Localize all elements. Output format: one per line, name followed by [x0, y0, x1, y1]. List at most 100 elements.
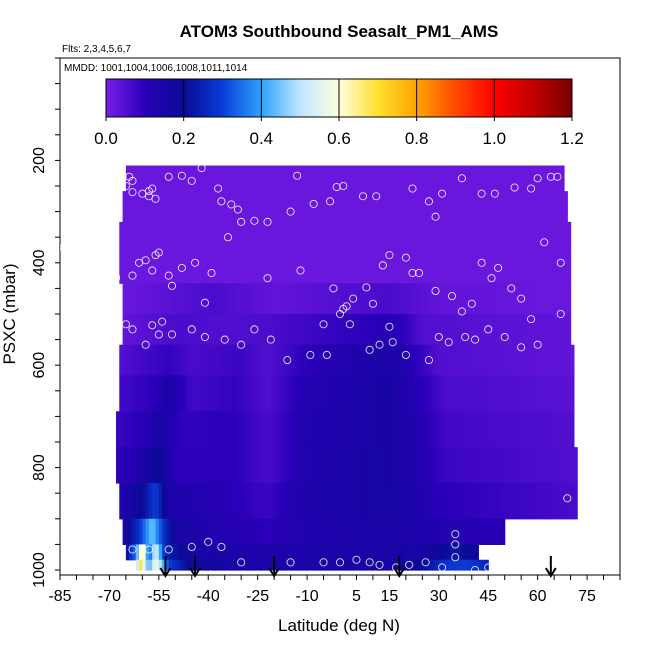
heatmap-cell — [425, 314, 430, 346]
heatmap-cell — [379, 411, 384, 448]
heatmap-cell — [125, 375, 130, 412]
heatmap-cell — [392, 447, 397, 484]
heatmap-cell — [152, 191, 157, 223]
heatmap-cell — [297, 252, 302, 284]
heatmap-cell — [165, 165, 170, 192]
heatmap-cell — [145, 221, 150, 254]
heatmap-cell — [432, 518, 437, 545]
heatmap-cell — [340, 544, 344, 561]
heatmap-cell — [409, 447, 414, 484]
heatmap-cell — [313, 447, 318, 484]
heatmap-cell — [517, 411, 522, 448]
heatmap-cell — [264, 375, 269, 412]
heatmap-cell — [514, 221, 519, 254]
heatmap-cell — [293, 221, 298, 254]
heatmap-cell — [297, 411, 302, 448]
heatmap-cell — [185, 252, 190, 284]
heatmap-cell — [343, 283, 348, 315]
heatmap-cell — [336, 314, 341, 346]
heatmap-cell — [438, 191, 443, 223]
sample-point — [533, 174, 542, 183]
heatmap-cell — [438, 518, 443, 545]
heatmap-cell — [300, 544, 305, 561]
heatmap-cell — [382, 518, 387, 545]
heatmap-cell — [442, 518, 447, 545]
heatmap-cell — [277, 252, 282, 284]
heatmap-cell — [175, 559, 180, 571]
heatmap-cell — [336, 221, 341, 254]
heatmap-cell — [560, 283, 565, 315]
heatmap-cell — [228, 518, 232, 545]
heatmap-cell — [293, 544, 298, 561]
heatmap-cell — [270, 411, 275, 448]
heatmap-cell — [346, 314, 351, 346]
heatmap-cell — [392, 559, 397, 571]
heatmap-cell — [475, 221, 479, 254]
heatmap-cell — [162, 544, 167, 561]
heatmap-cell — [267, 411, 272, 448]
heatmap-cell — [415, 482, 420, 520]
heatmap-cell — [481, 447, 486, 484]
heatmap-cell — [178, 221, 183, 254]
heatmap-cell — [442, 165, 447, 192]
heatmap-cell — [257, 165, 262, 192]
heatmap-cell — [155, 165, 160, 192]
heatmap-cell — [386, 375, 391, 412]
heatmap-cell — [366, 518, 371, 545]
heatmap-cell — [537, 252, 542, 284]
heatmap-cell — [178, 314, 183, 346]
heatmap-cell — [129, 447, 134, 484]
heatmap-cell — [471, 191, 476, 223]
heatmap-cell — [231, 544, 236, 561]
heatmap-cell — [326, 314, 331, 346]
heatmap-cell — [234, 482, 239, 520]
heatmap-cell — [343, 559, 348, 571]
heatmap-cell — [445, 482, 450, 520]
heatmap-cell — [274, 191, 279, 223]
heatmap-cell — [208, 191, 213, 223]
sample-point — [191, 258, 200, 267]
heatmap-cell — [544, 165, 549, 192]
heatmap-cell — [428, 165, 433, 192]
heatmap-cell — [165, 559, 170, 571]
heatmap-cell — [340, 344, 344, 377]
heatmap-cell — [316, 344, 321, 377]
heatmap-cell — [399, 165, 404, 192]
heatmap-cell — [346, 165, 351, 192]
heatmap-cell — [557, 482, 562, 520]
heatmap-cell — [527, 252, 532, 284]
heatmap-cell — [366, 559, 371, 571]
heatmap-cell — [514, 482, 519, 520]
heatmap-cell — [336, 191, 341, 223]
heatmap-cell — [468, 559, 473, 571]
heatmap-cell — [478, 447, 483, 484]
heatmap-cell — [307, 252, 311, 284]
heatmap-cell — [241, 544, 246, 561]
heatmap-cell — [488, 518, 493, 545]
heatmap-cell — [484, 314, 489, 346]
heatmap-cell — [320, 165, 325, 192]
heatmap-cell — [468, 252, 473, 284]
heatmap-cell — [188, 518, 193, 545]
heatmap-cell — [195, 375, 199, 412]
heatmap-cell — [336, 411, 341, 448]
heatmap-cell — [139, 482, 143, 520]
heatmap-cell — [448, 447, 453, 484]
sample-point — [204, 537, 213, 546]
heatmap-cell — [458, 283, 463, 315]
heatmap-cell — [237, 283, 242, 315]
sample-point — [431, 286, 440, 296]
heatmap-cell — [303, 221, 308, 254]
heatmap-cell — [168, 191, 173, 223]
heatmap-cell — [412, 559, 417, 571]
heatmap-cell — [415, 375, 420, 412]
heatmap-cell — [557, 191, 562, 223]
heatmap-cell — [260, 191, 265, 223]
heatmap-cell — [465, 283, 470, 315]
heatmap-cell — [185, 375, 190, 412]
heatmap-cell — [425, 252, 430, 284]
heatmap-cell — [231, 375, 236, 412]
heatmap-cell — [540, 221, 545, 254]
heatmap-cell — [382, 191, 387, 223]
heatmap-cell — [560, 165, 565, 192]
